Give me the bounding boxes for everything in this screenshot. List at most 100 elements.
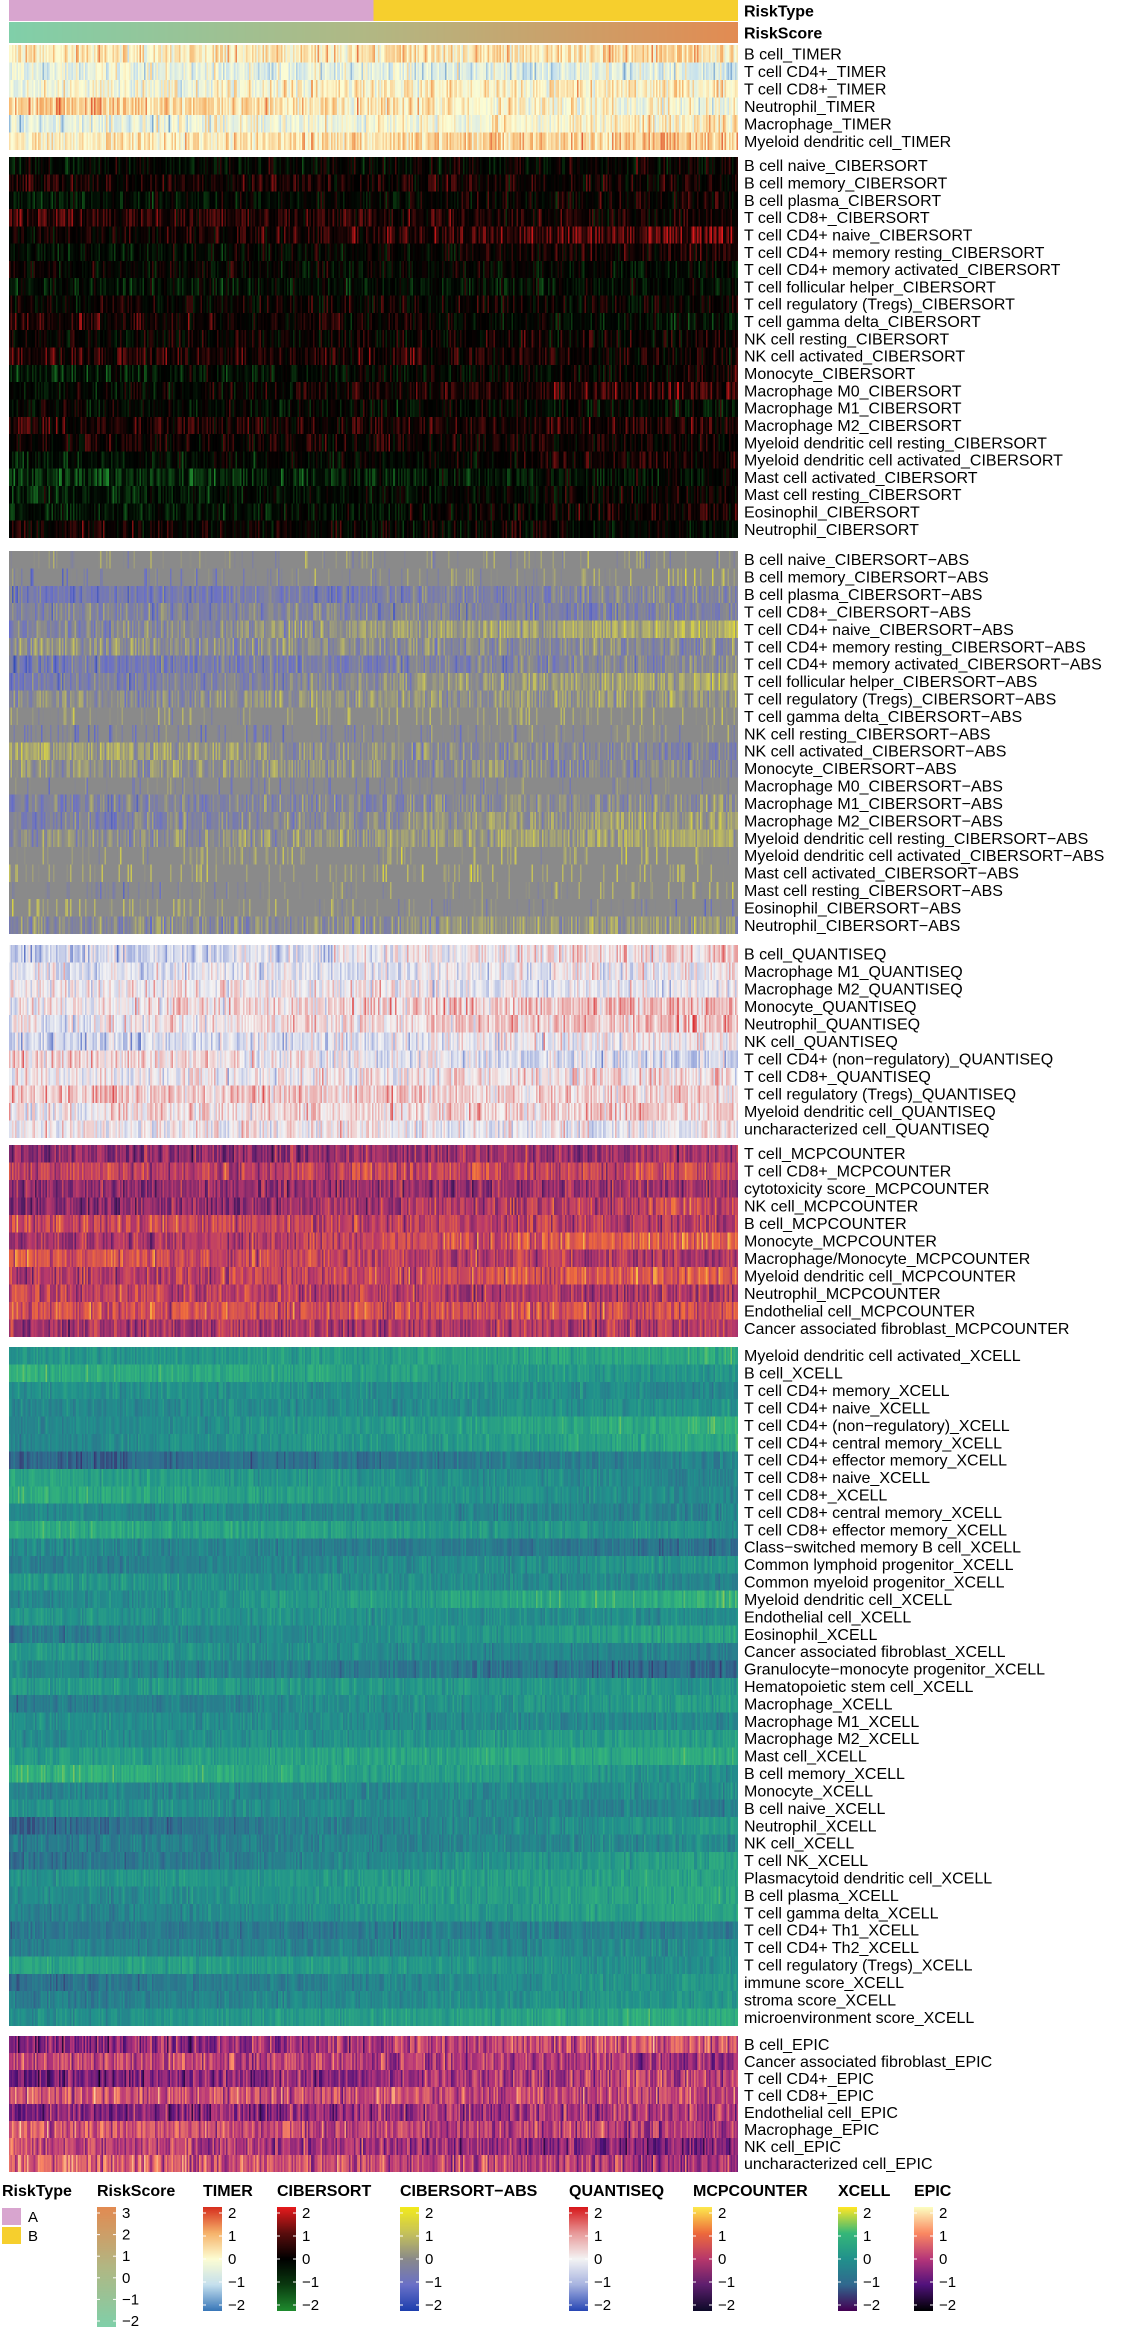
row-label: Mast cell resting_CIBERSORT−ABS: [744, 883, 1003, 900]
row-label: T cell follicular helper_CIBERSORT: [744, 279, 996, 296]
row-label: T cell regulatory (Tregs)_XCELL: [744, 1958, 973, 1975]
row-label: T cell CD4+ Th1_XCELL: [744, 1923, 919, 1940]
row-label: B cell naive_CIBERSORT−ABS: [744, 552, 969, 569]
heatmap-block-quantiseq: [9, 945, 738, 1138]
row-label: T cell follicular helper_CIBERSORT−ABS: [744, 674, 1037, 691]
row-label: T cell CD8+_MCPCOUNTER: [744, 1164, 951, 1181]
row-label: Monocyte_CIBERSORT: [744, 366, 916, 383]
row-label: Monocyte_MCPCOUNTER: [744, 1234, 937, 1251]
legend-tick-label: −1: [594, 2274, 611, 2291]
legend-tick-label: 1: [863, 2228, 871, 2245]
row-label: T cell CD4+ central memory_XCELL: [744, 1435, 1002, 1452]
row-label: Macrophage M1_CIBERSORT: [744, 401, 962, 418]
legend-tick-label: 1: [425, 2228, 433, 2245]
legend-tick-label: −2: [122, 2313, 139, 2330]
legend-tick-label: −2: [939, 2297, 956, 2314]
row-label: NK cell_XCELL: [744, 1836, 854, 1853]
row-label: Endothelial cell_MCPCOUNTER: [744, 1303, 975, 1320]
row-label: Granulocyte−monocyte progenitor_XCELL: [744, 1662, 1045, 1679]
row-label: Hematopoietic stem cell_XCELL: [744, 1679, 974, 1696]
legend-title-xcell: XCELL: [838, 2183, 891, 2200]
row-label: T cell CD4+ memory activated_CIBERSORT: [744, 262, 1061, 279]
row-label: Eosinophil_XCELL: [744, 1627, 878, 1644]
row-label: Myeloid dendritic cell_XCELL: [744, 1592, 952, 1609]
annotation-tracks: RiskType RiskScore: [9, 0, 822, 43]
row-label: B cell_MCPCOUNTER: [744, 1216, 907, 1233]
legend-title-cibersortabs: CIBERSORT−ABS: [400, 2183, 538, 2200]
heatmap-block-xcell: [9, 1347, 738, 2026]
row-label: T cell CD8+_QUANTISEQ: [744, 1069, 931, 1086]
row-label: T cell CD8+_CIBERSORT−ABS: [744, 604, 971, 621]
legend-colorbar-epic: [914, 2207, 933, 2311]
row-label: B cell naive_CIBERSORT: [744, 158, 928, 175]
row-label: Macrophage M2_XCELL: [744, 1731, 919, 1748]
legend-tick-label: −1: [863, 2274, 880, 2291]
row-label: NK cell activated_CIBERSORT: [744, 349, 965, 366]
row-label: Neutrophil_XCELL: [744, 1818, 877, 1835]
row-label: B cell_TIMER: [744, 46, 842, 63]
row-label: uncharacterized cell_EPIC: [744, 2156, 933, 2173]
legend-tick-label: 2: [863, 2205, 871, 2222]
row-label: NK cell activated_CIBERSORT−ABS: [744, 744, 1006, 761]
annotation-label-risktype: RiskType: [744, 4, 814, 21]
legend-colorbar-xcell: [838, 2207, 857, 2311]
legend-tick-label: 2: [939, 2205, 947, 2222]
row-label: Macrophage_TIMER: [744, 116, 892, 133]
row-label: Macrophage M0_CIBERSORT: [744, 383, 962, 400]
legend-entry-label: A: [28, 2209, 38, 2226]
row-label: T cell CD4+ naive_CIBERSORT: [744, 227, 973, 244]
row-label: Myeloid dendritic cell activated_XCELL: [744, 1348, 1021, 1365]
row-label: Monocyte_QUANTISEQ: [744, 999, 917, 1016]
row-label: NK cell_MCPCOUNTER: [744, 1199, 918, 1216]
row-label: B cell memory_CIBERSORT: [744, 175, 948, 192]
row-label: Macrophage M1_QUANTISEQ: [744, 964, 963, 981]
row-label: T cell CD4+ memory activated_CIBERSORT−A…: [744, 657, 1102, 674]
row-label: Macrophage M2_QUANTISEQ: [744, 981, 963, 998]
row-label: Macrophage M2_CIBERSORT: [744, 418, 962, 435]
row-label: B cell memory_XCELL: [744, 1766, 905, 1783]
legend-colorbar-mcpcounter: [693, 2207, 712, 2311]
legend-tick-label: −2: [594, 2297, 611, 2314]
legend-tick-label: 2: [228, 2205, 236, 2222]
legend-tick-label: −1: [718, 2274, 735, 2291]
row-label: T cell CD8+_XCELL: [744, 1487, 887, 1504]
row-label: T cell CD8+ effector memory_XCELL: [744, 1522, 1007, 1539]
legend-tick-label: 0: [122, 2270, 130, 2287]
row-label: T cell CD4+ effector memory_XCELL: [744, 1453, 1007, 1470]
legend-title-cibersort: CIBERSORT: [277, 2183, 371, 2200]
row-label: Monocyte_CIBERSORT−ABS: [744, 761, 957, 778]
row-label: Myeloid dendritic cell_QUANTISEQ: [744, 1104, 996, 1121]
legend-tick-label: 2: [302, 2205, 310, 2222]
row-label: NK cell resting_CIBERSORT: [744, 331, 949, 348]
row-label: Myeloid dendritic cell activated_CIBERSO…: [744, 848, 1104, 865]
legend-tick-label: −2: [302, 2297, 319, 2314]
legend-tick-label: −1: [425, 2274, 442, 2291]
row-label: Neutrophil_CIBERSORT: [744, 522, 919, 539]
row-label: NK cell_QUANTISEQ: [744, 1034, 898, 1051]
row-label: Endothelial cell_XCELL: [744, 1609, 911, 1626]
legend-title-epic: EPIC: [914, 2183, 952, 2200]
row-label: T cell CD4+ naive_XCELL: [744, 1400, 930, 1417]
row-label: B cell_QUANTISEQ: [744, 946, 886, 963]
row-label: B cell memory_CIBERSORT−ABS: [744, 570, 989, 587]
row-label: T cell CD8+ central memory_XCELL: [744, 1505, 1002, 1522]
heatmap-block-cibersort: [9, 157, 738, 538]
legend-colorbar-timer: [203, 2207, 222, 2311]
row-label: T cell CD8+_TIMER: [744, 81, 886, 98]
row-label: Common lymphoid progenitor_XCELL: [744, 1557, 1014, 1574]
heatmap-block-cibersortabs: [9, 551, 738, 934]
legend-tick-label: 2: [425, 2205, 433, 2222]
legend-tick-label: 0: [939, 2251, 947, 2268]
row-label: Macrophage M1_CIBERSORT−ABS: [744, 796, 1003, 813]
row-label: T cell CD4+ memory_XCELL: [744, 1383, 950, 1400]
legend-tick-label: 0: [718, 2251, 726, 2268]
row-label: Neutrophil_TIMER: [744, 99, 876, 116]
row-label: B cell plasma_CIBERSORT−ABS: [744, 587, 982, 604]
risktype-group-a: [9, 0, 374, 21]
legend-tick-label: 1: [594, 2228, 602, 2245]
legend-tick-label: 2: [122, 2227, 130, 2244]
row-label: Mast cell resting_CIBERSORT: [744, 487, 962, 504]
row-label: B cell plasma_XCELL: [744, 1888, 899, 1905]
legend-colorbar-riskscore: [97, 2207, 116, 2327]
